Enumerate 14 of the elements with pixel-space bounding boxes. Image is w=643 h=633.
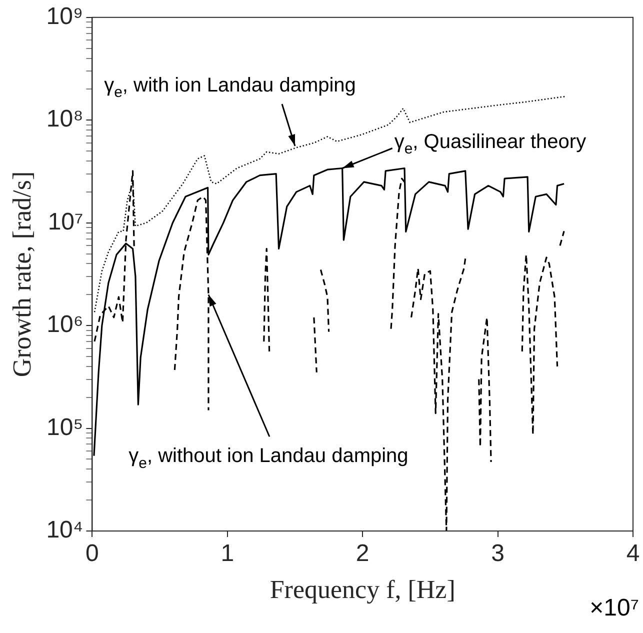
- y-tick-label: 10⁴: [46, 516, 84, 544]
- text: ×10⁷: [590, 594, 640, 622]
- x-tick-label: 1: [220, 540, 234, 568]
- x-tick-label: 0: [86, 540, 99, 568]
- y-tick-label: 10⁹: [46, 3, 84, 30]
- y-tick-label: 10⁷: [48, 208, 84, 236]
- x-tick-label: 4: [626, 540, 640, 568]
- x-axis-title: Frequency f, [Hz]: [270, 575, 456, 604]
- x-tick-label: 2: [356, 540, 370, 568]
- x-tick-label: 3: [491, 540, 504, 568]
- y-axis-title: Growth rate, [rad/s]: [7, 171, 36, 378]
- y-tick-label: 10⁸: [46, 106, 84, 133]
- y-tick-label: 10⁵: [46, 414, 84, 441]
- y-tick-label: 10⁶: [46, 311, 84, 338]
